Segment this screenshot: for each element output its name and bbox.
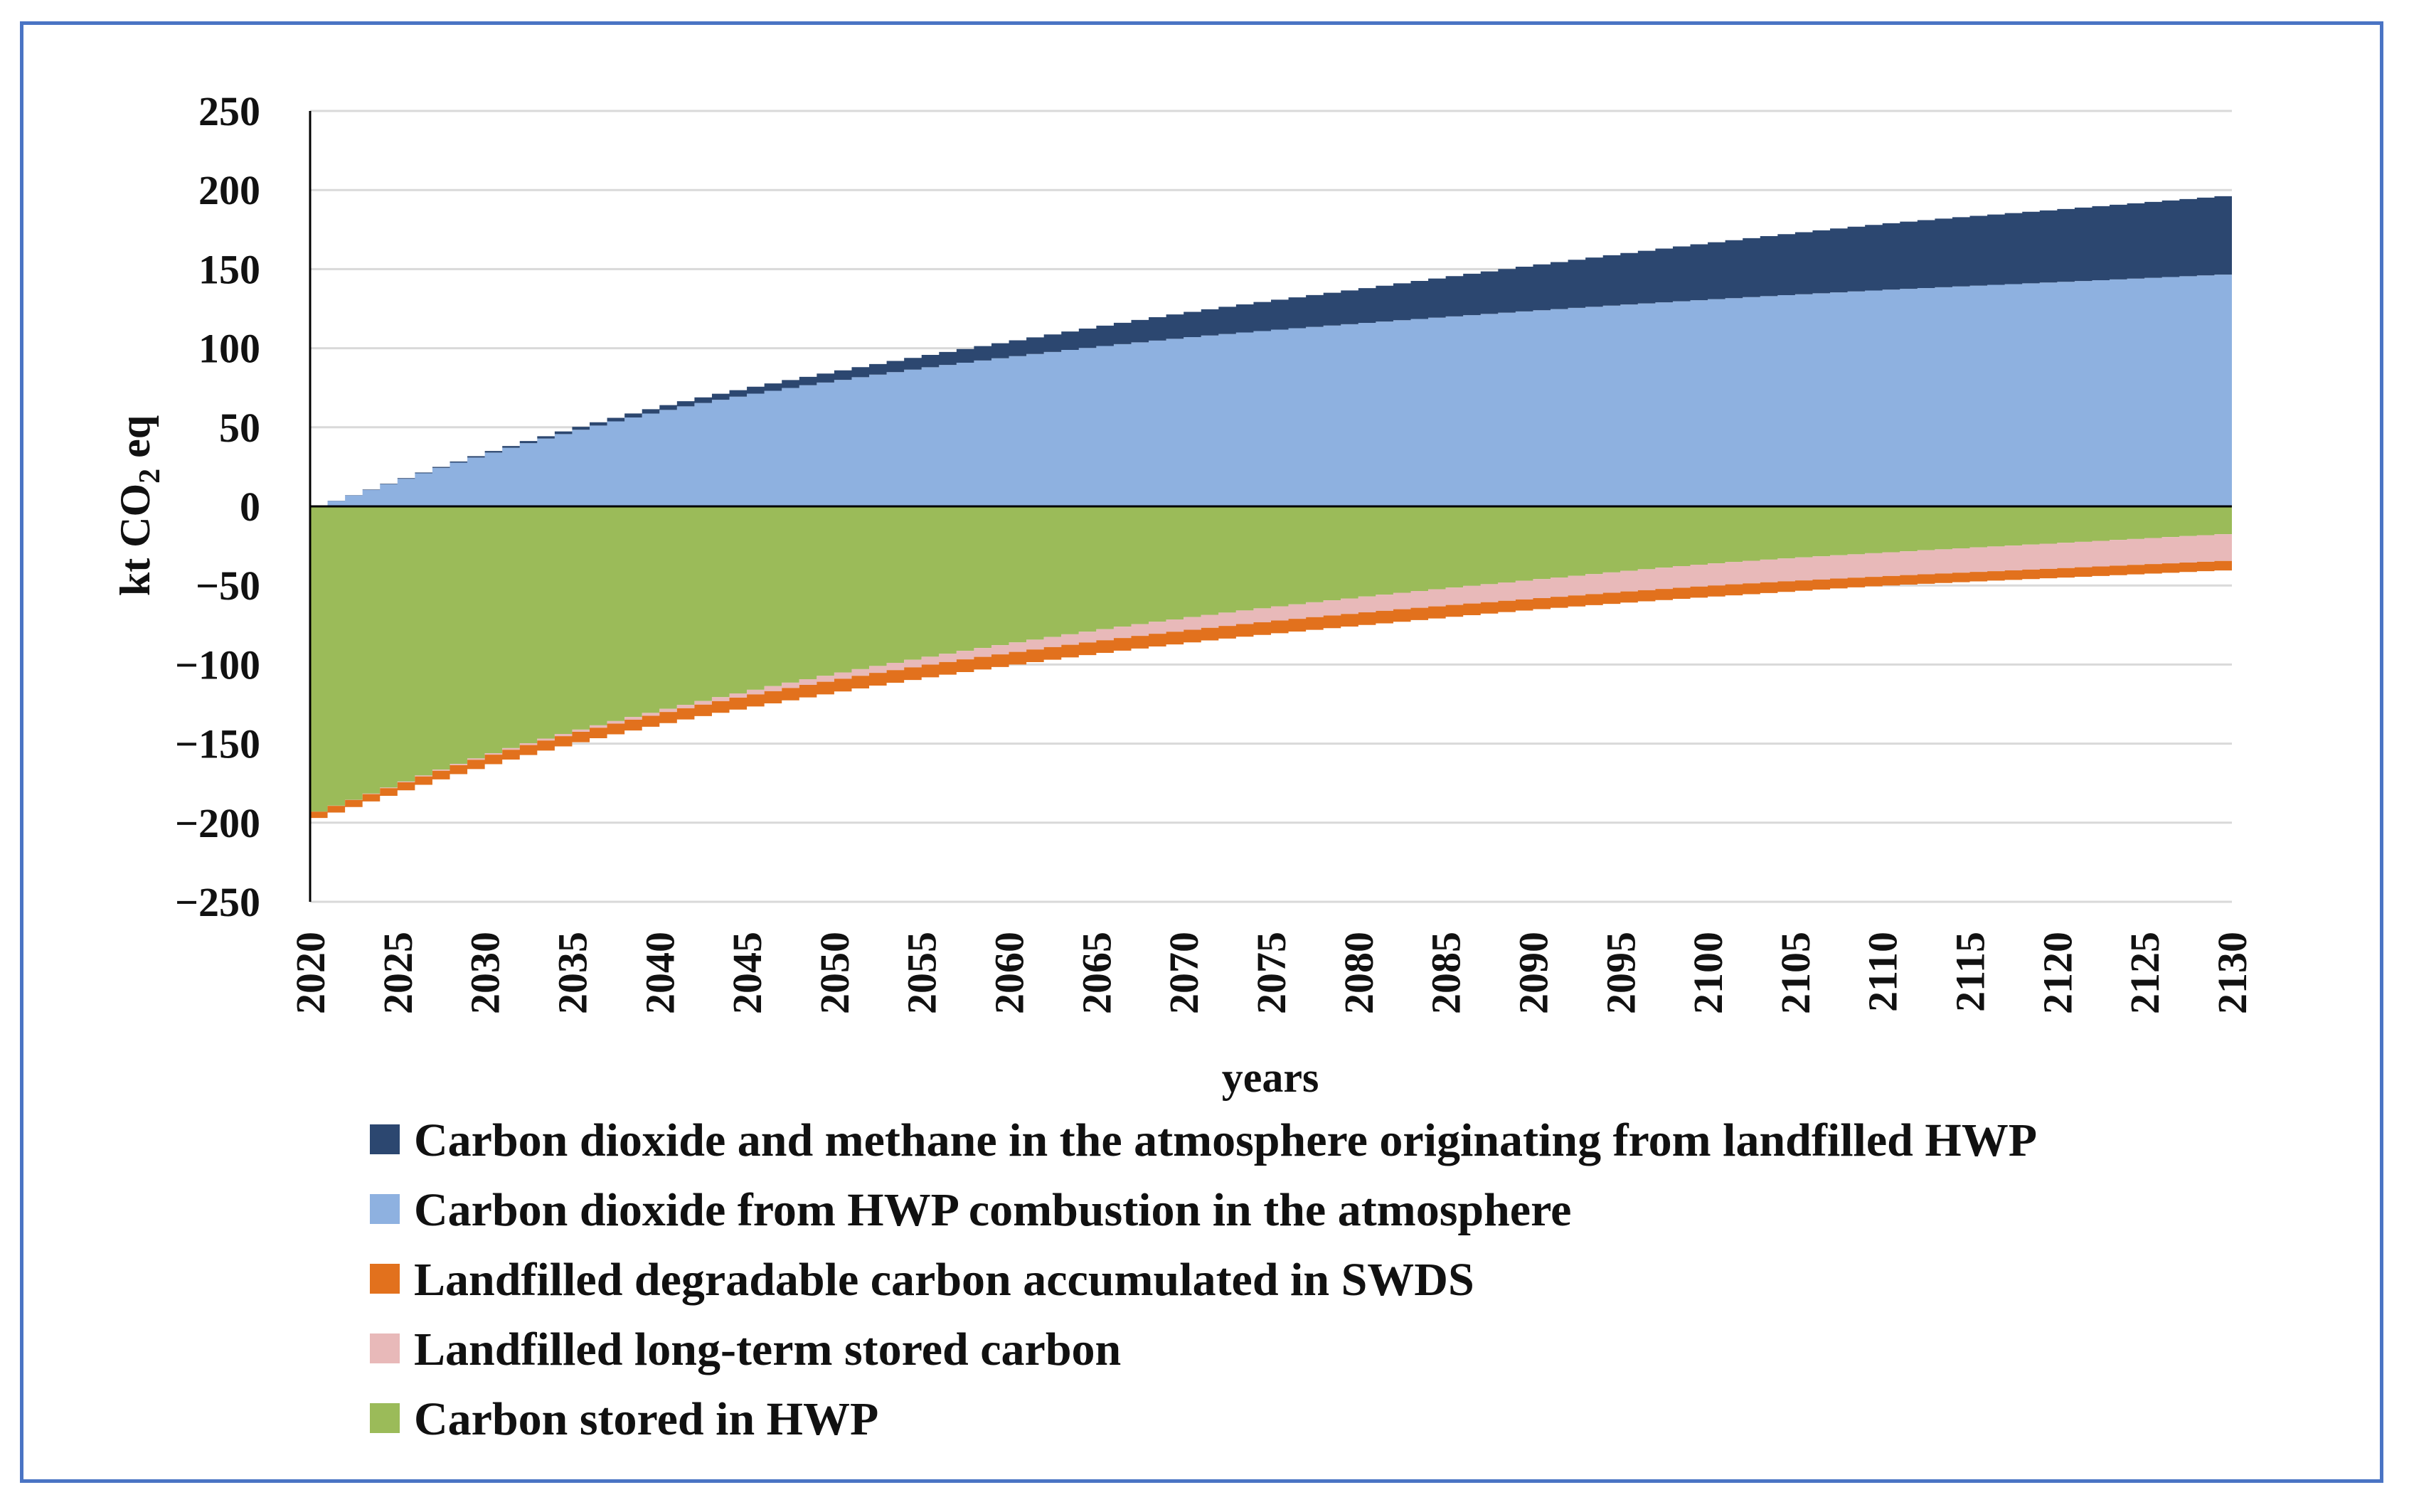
plot-areas	[310, 194, 2232, 819]
y-tick-label: −150	[175, 721, 260, 767]
x-tick-label: 2105	[1772, 932, 1819, 1014]
legend-swatch	[370, 1333, 400, 1363]
y-axis-title-prefix: kt CO	[112, 484, 159, 596]
x-tick-label: 2040	[637, 932, 683, 1014]
x-tick-labels: 2020 2025 2030 2035 2040 2045 2050 2055 2060 2065…	[287, 932, 2255, 1014]
area-series	[310, 533, 2232, 812]
x-tick-label: 2100	[1685, 932, 1731, 1014]
x-tick-label: 2085	[1423, 932, 1469, 1014]
y-tick-label: −200	[175, 800, 260, 846]
x-tick-label: 2120	[2034, 932, 2080, 1014]
legend-label: Landfilled long-term stored carbon	[414, 1324, 1121, 1375]
y-axis-title-suffix: eq	[112, 415, 159, 469]
legend-label: Carbon stored in HWP	[414, 1393, 878, 1445]
legend-label: Carbon dioxide from HWP combustion in th…	[414, 1184, 1571, 1236]
x-tick-label: 2055	[899, 932, 945, 1014]
legend: Carbon dioxide and methane in the atmosp…	[370, 1114, 2037, 1445]
x-tick-label: 2035	[549, 932, 595, 1014]
x-tick-label: 2030	[462, 932, 509, 1014]
x-tick-label: 2115	[1947, 932, 1994, 1012]
x-tick-label: 2070	[1161, 932, 1207, 1014]
x-tick-label: 2050	[812, 932, 858, 1014]
x-tick-label: 2065	[1073, 932, 1120, 1014]
x-tick-label: 2075	[1248, 932, 1294, 1014]
x-tick-label: 2025	[375, 932, 421, 1014]
y-tick-label: 200	[198, 167, 260, 213]
y-tick-labels: 250 200 150 100 50 0 −50 −100 −150 −200 −250	[175, 88, 260, 925]
x-tick-label: 2125	[2122, 932, 2168, 1014]
y-tick-label: −250	[175, 879, 260, 925]
axes	[309, 111, 2232, 902]
x-axis-title: years	[1222, 1054, 1319, 1101]
x-tick-label: 2095	[1597, 932, 1644, 1014]
legend-label: Carbon dioxide and methane in the atmosp…	[414, 1114, 2037, 1166]
area-series	[310, 506, 2232, 812]
x-tick-label: 2110	[1860, 932, 1906, 1012]
y-axis-title-subscript: 2	[134, 469, 166, 484]
x-tick-label: 2090	[1510, 932, 1556, 1014]
y-tick-label: 150	[198, 246, 260, 292]
area-series	[310, 194, 2232, 506]
y-tick-label: −100	[175, 641, 260, 688]
y-tick-label: 250	[198, 88, 260, 134]
area-series	[310, 274, 2232, 506]
y-tick-label: 50	[219, 405, 260, 451]
y-tick-label: 0	[240, 484, 260, 530]
legend-swatch	[370, 1124, 400, 1154]
x-tick-label: 2080	[1336, 932, 1382, 1014]
x-tick-label: 2020	[287, 932, 334, 1014]
legend-label: Landfilled degradable carbon accumulated…	[414, 1254, 1474, 1306]
legend-swatch	[370, 1264, 400, 1294]
x-tick-label: 2130	[2209, 932, 2255, 1014]
y-axis-title: kt CO2 eq	[112, 415, 166, 596]
legend-swatch	[370, 1194, 400, 1224]
legend-swatch	[370, 1403, 400, 1433]
y-tick-label: −50	[196, 563, 260, 609]
x-tick-label: 2060	[987, 932, 1033, 1014]
x-tick-label: 2045	[724, 932, 770, 1014]
y-tick-label: 100	[198, 326, 260, 372]
